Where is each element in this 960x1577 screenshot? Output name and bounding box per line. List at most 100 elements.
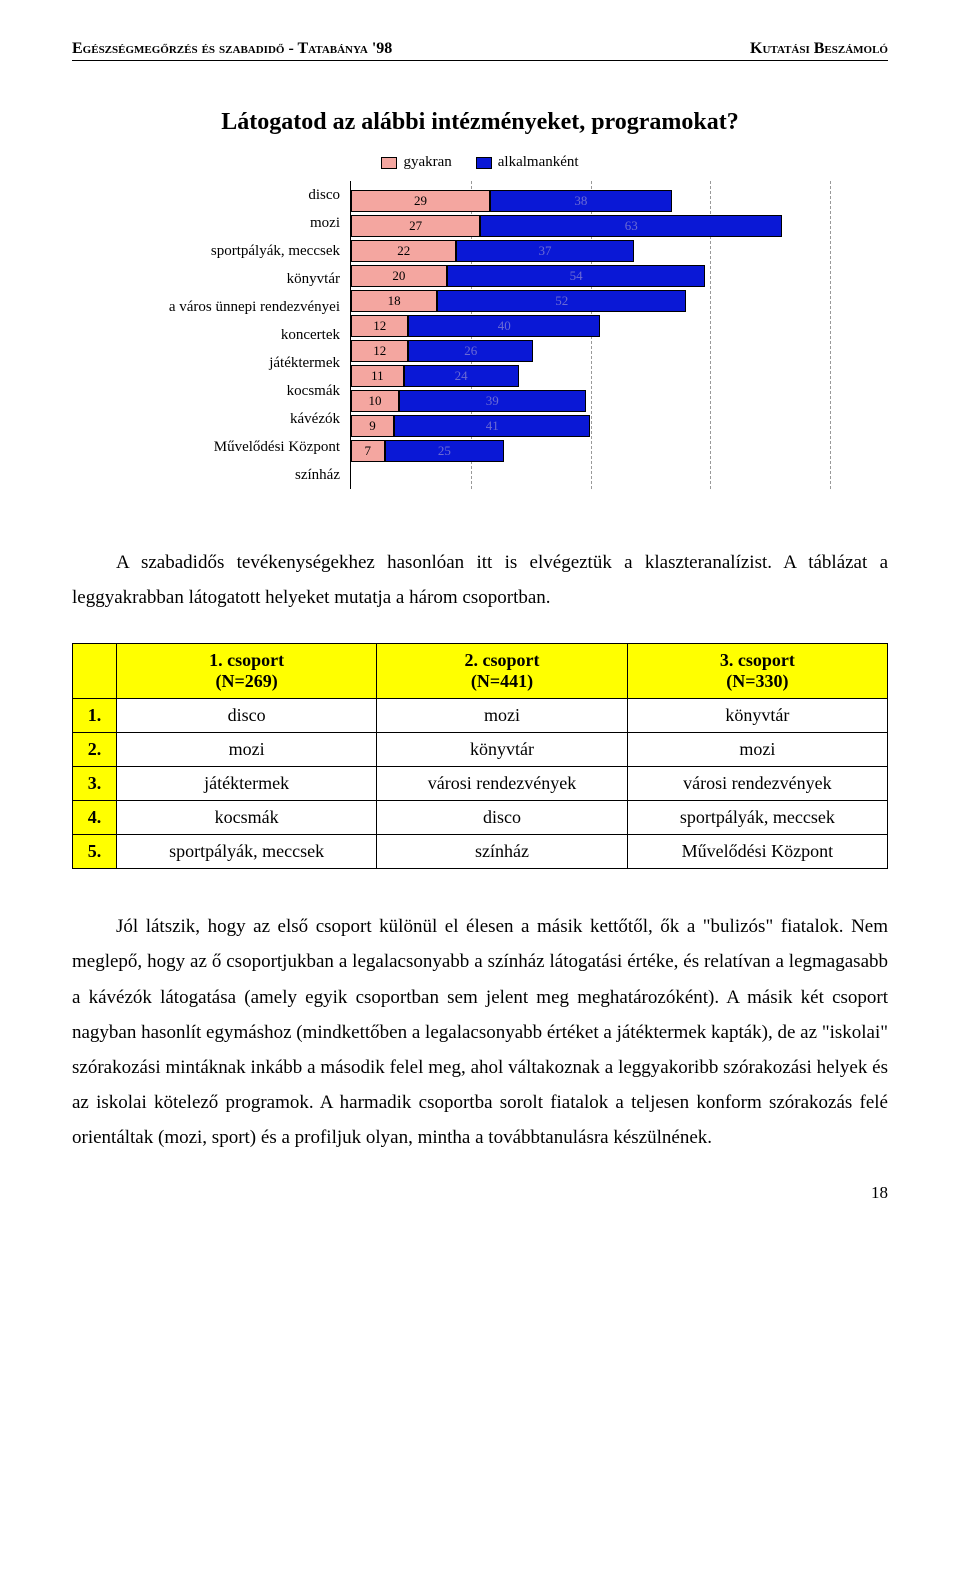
table-cell: disco [377,801,628,835]
grid-line [830,181,831,489]
table-row: 1.discomozikönyvtár [73,699,888,733]
bar-row: 2237 [351,240,830,262]
table-cell: kocsmák [117,801,377,835]
table-row-number: 4. [73,801,117,835]
bar-row: 941 [351,415,830,437]
swatch-gyakran [381,157,397,169]
table-row: 3.játéktermekvárosi rendezvényekvárosi r… [73,767,888,801]
table-cell: könyvtár [377,733,628,767]
header-left: Egészségmegőrzés és szabadidő - Tatabány… [72,40,392,58]
bar-row: 1852 [351,290,830,312]
chart-plot: discomozisportpályák, meccsekkönyvtára v… [130,181,830,489]
table-header-c1: 1. csoport (N=269) [117,644,377,699]
chart-title: Látogatod az alábbi intézményeket, progr… [130,109,830,136]
table-header-c2b: (N=441) [471,671,533,691]
table-header-row: 1. csoport (N=269) 2. csoport (N=441) 3.… [73,644,888,699]
bar-segment-alkalmankent: 54 [447,265,706,287]
bar-segment-gyakran: 27 [351,215,480,237]
table-row-number: 2. [73,733,117,767]
paragraph-2: Jól látszik, hogy az első csoport különü… [72,909,888,1155]
bar-segment-alkalmankent: 37 [456,240,633,262]
bar-segment-alkalmankent: 41 [394,415,590,437]
table-cell: játéktermek [117,767,377,801]
bar-segment-gyakran: 22 [351,240,456,262]
bar-segment-gyakran: 29 [351,190,490,212]
bar-row: 1226 [351,340,830,362]
bar-segment-gyakran: 18 [351,290,437,312]
chart-category-label: játéktermek [130,349,340,377]
legend-label-gyakran: gyakran [403,154,451,171]
bar-segment-alkalmankent: 38 [490,190,672,212]
chart-category-label: koncertek [130,321,340,349]
bar-segment-alkalmankent: 39 [399,390,586,412]
bar-row: 2938 [351,190,830,212]
table-cell: mozi [627,733,887,767]
bar-segment-alkalmankent: 52 [437,290,686,312]
bar-segment-gyakran: 10 [351,390,399,412]
table-cell: városi rendezvények [377,767,628,801]
chart-container: Látogatod az alábbi intézményeket, progr… [130,109,830,489]
table-row: 5.sportpályák, meccsekszínházMűvelődési … [73,835,888,869]
table-row: 4.kocsmákdiscosportpályák, meccsek [73,801,888,835]
bar-row: 1039 [351,390,830,412]
bar-segment-alkalmankent: 40 [408,315,600,337]
table-row: 2.mozikönyvtármozi [73,733,888,767]
bar-row: 1124 [351,365,830,387]
chart-category-label: mozi [130,209,340,237]
table-cell: sportpályák, meccsek [117,835,377,869]
bar-segment-gyakran: 20 [351,265,447,287]
bar-segment-gyakran: 7 [351,440,385,462]
table-header-c3b: (N=330) [726,671,788,691]
table-row-number: 3. [73,767,117,801]
bar-segment-gyakran: 11 [351,365,404,387]
chart-category-label: disco [130,181,340,209]
chart-bars-area: 2938276322372054185212401226112410399417… [350,181,830,489]
table-header-c2: 2. csoport (N=441) [377,644,628,699]
table-header-c1a: 1. csoport [209,650,284,670]
paragraph-1: A szabadidős tevékenységekhez hasonlóan … [72,545,888,615]
table-header-c3: 3. csoport (N=330) [627,644,887,699]
groups-table: 1. csoport (N=269) 2. csoport (N=441) 3.… [72,643,888,869]
page-number: 18 [72,1183,888,1203]
swatch-alkalmankent [476,157,492,169]
table-cell: színház [377,835,628,869]
legend-gyakran: gyakran [381,154,451,171]
chart-category-label: könyvtár [130,265,340,293]
table-header-c3a: 3. csoport [720,650,795,670]
table-cell: sportpályák, meccsek [627,801,887,835]
chart-category-label: kocsmák [130,377,340,405]
header-right: Kutatási Beszámoló [750,40,888,58]
table-cell: mozi [117,733,377,767]
table-cell: mozi [377,699,628,733]
chart-legend: gyakran alkalmanként [130,154,830,171]
table-header-c1b: (N=269) [215,671,277,691]
table-header-c2a: 2. csoport [464,650,539,670]
bar-row: 725 [351,440,830,462]
bar-segment-alkalmankent: 26 [408,340,533,362]
bar-segment-alkalmankent: 63 [480,215,782,237]
chart-category-label: kávézók [130,405,340,433]
table-row-number: 5. [73,835,117,869]
legend-label-alkalmankent: alkalmanként [498,154,579,171]
table-row-number: 1. [73,699,117,733]
table-cell: könyvtár [627,699,887,733]
bar-segment-gyakran: 12 [351,340,408,362]
bar-segment-alkalmankent: 24 [404,365,519,387]
bar-row: 2763 [351,215,830,237]
bar-segment-alkalmankent: 25 [385,440,505,462]
chart-category-label: színház [130,461,340,489]
table-cell: Művelődési Központ [627,835,887,869]
chart-category-label: Művelődési Központ [130,433,340,461]
table-header-blank [73,644,117,699]
bar-row: 1240 [351,315,830,337]
bar-segment-gyakran: 9 [351,415,394,437]
table-cell: városi rendezvények [627,767,887,801]
chart-ylabels: discomozisportpályák, meccsekkönyvtára v… [130,181,350,489]
page-header: Egészségmegőrzés és szabadidő - Tatabány… [72,40,888,61]
chart-category-label: a város ünnepi rendezvényei [130,293,340,321]
bar-row: 2054 [351,265,830,287]
table-cell: disco [117,699,377,733]
bar-segment-gyakran: 12 [351,315,408,337]
chart-category-label: sportpályák, meccsek [130,237,340,265]
legend-alkalmankent: alkalmanként [476,154,579,171]
